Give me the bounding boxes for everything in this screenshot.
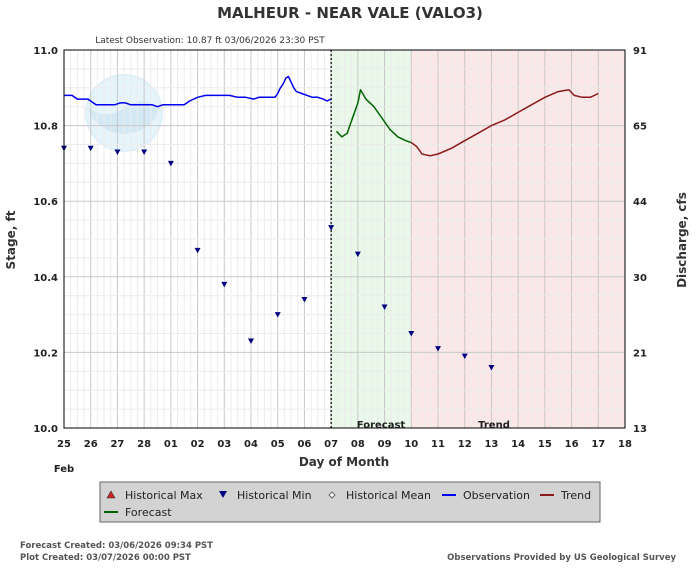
legend-item-forecast: Forecast bbox=[104, 506, 172, 519]
x-tick-label: 01 bbox=[164, 439, 178, 450]
x-tick-label: 09 bbox=[378, 439, 392, 450]
historical-min-marker bbox=[354, 251, 361, 258]
legend-label-historical-max: Historical Max bbox=[125, 489, 203, 502]
x-tick-label: 17 bbox=[591, 439, 605, 450]
historical-min-marker bbox=[301, 296, 308, 303]
forecast-created: Forecast Created: 03/06/2026 09:34 PST bbox=[20, 541, 213, 551]
x-tick-label: 26 bbox=[84, 439, 98, 450]
legend-item-historical-mean: Historical Mean bbox=[328, 489, 431, 502]
legend-symbol-historical-max bbox=[106, 490, 116, 499]
historical-min-marker bbox=[274, 312, 281, 318]
x-tick-label: 13 bbox=[484, 439, 498, 450]
historical-min-marker bbox=[141, 149, 148, 156]
historical-min-marker bbox=[194, 247, 201, 254]
y-tick-label-right: 30 bbox=[633, 273, 647, 284]
x-tick-label: 28 bbox=[137, 439, 151, 450]
y-tick-label-left: 10.2 bbox=[33, 348, 58, 359]
y-tick-label-right: 65 bbox=[633, 122, 647, 133]
y-tick-label-left: 10.0 bbox=[33, 424, 58, 435]
x-axis-label: Day of Month bbox=[299, 455, 389, 469]
forecast-region-label: Forecast bbox=[357, 420, 406, 431]
legend-label-historical-mean: Historical Mean bbox=[346, 489, 431, 502]
x-tick-label: 12 bbox=[458, 439, 472, 450]
legend-label-observation: Observation bbox=[463, 489, 530, 502]
x-tick-label: 04 bbox=[244, 439, 258, 450]
historical-min-marker bbox=[328, 225, 335, 231]
y-tick-label-right: 21 bbox=[633, 348, 647, 359]
x-tick-label: 02 bbox=[191, 439, 205, 450]
latest-observation: Latest Observation: 10.87 ft 03/06/2026 … bbox=[95, 36, 325, 46]
legend-symbol-historical-min bbox=[219, 491, 227, 498]
y-axis-left-label: Stage, ft bbox=[4, 210, 18, 269]
legend-item-observation: Observation bbox=[442, 489, 530, 502]
historical-min-marker bbox=[221, 281, 228, 288]
legend-label-trend: Trend bbox=[560, 489, 591, 502]
x-tick-label: 11 bbox=[431, 439, 445, 450]
historical-min-marker bbox=[381, 304, 388, 311]
legend-item-historical-max: Historical Max bbox=[106, 489, 203, 502]
x-tick-label: 14 bbox=[511, 439, 525, 450]
legend-item-historical-min: Historical Min bbox=[219, 489, 312, 502]
x-tick-label: 16 bbox=[565, 439, 579, 450]
historical-min-marker bbox=[167, 160, 174, 167]
x-tick-label: 25 bbox=[57, 439, 71, 450]
historical-min-marker bbox=[435, 346, 441, 352]
x-tick-label: 03 bbox=[217, 439, 231, 450]
historical-min-marker bbox=[114, 149, 121, 156]
legend-item-trend: Trend bbox=[540, 489, 591, 502]
x-tick-label: 06 bbox=[297, 439, 311, 450]
historical-min-marker bbox=[488, 365, 495, 371]
y-tick-label-right: 13 bbox=[633, 424, 647, 435]
forecast-line bbox=[335, 88, 412, 144]
chart-title: MALHEUR - NEAR VALE (VALO3) bbox=[217, 4, 483, 22]
historical-min-marker bbox=[248, 338, 254, 345]
x-tick-label: 05 bbox=[271, 439, 285, 450]
y-tick-label-left: 10.8 bbox=[33, 122, 58, 133]
trend-line bbox=[410, 88, 599, 157]
historical-min-marker bbox=[87, 145, 94, 152]
legend-label-forecast: Forecast bbox=[125, 506, 172, 519]
x-tick-label: 18 bbox=[618, 439, 632, 450]
y-tick-label-right: 91 bbox=[633, 46, 647, 57]
month-label: Feb bbox=[54, 464, 74, 475]
plot-frame bbox=[63, 49, 626, 429]
y-tick-label-right: 44 bbox=[633, 197, 647, 208]
legend: Historical Max Historical Min Historical M… bbox=[99, 481, 601, 523]
y-axis-right-label: Discharge, cfs bbox=[675, 192, 689, 288]
x-tick-label: 15 bbox=[538, 439, 552, 450]
historical-min-marker bbox=[461, 353, 468, 360]
y-tick-label-left: 10.4 bbox=[33, 273, 58, 284]
legend-symbol-historical-mean bbox=[328, 491, 336, 499]
y-tick-label-left: 11.0 bbox=[33, 46, 58, 57]
legend-box bbox=[99, 481, 601, 523]
x-tick-label: 10 bbox=[404, 439, 418, 450]
x-tick-label: 07 bbox=[324, 439, 338, 450]
plot-created: Plot Created: 03/07/2026 00:00 PST bbox=[20, 553, 191, 563]
observation-line bbox=[64, 75, 332, 108]
data-credit: Observations Provided by US Geological S… bbox=[447, 553, 676, 563]
trend-region-label: Trend bbox=[478, 420, 510, 431]
historical-min-marker bbox=[408, 331, 415, 337]
y-tick-label-left: 10.6 bbox=[33, 197, 58, 208]
x-tick-label: 08 bbox=[351, 439, 365, 450]
legend-label-historical-min: Historical Min bbox=[237, 489, 312, 502]
x-tick-label: 27 bbox=[110, 439, 124, 450]
